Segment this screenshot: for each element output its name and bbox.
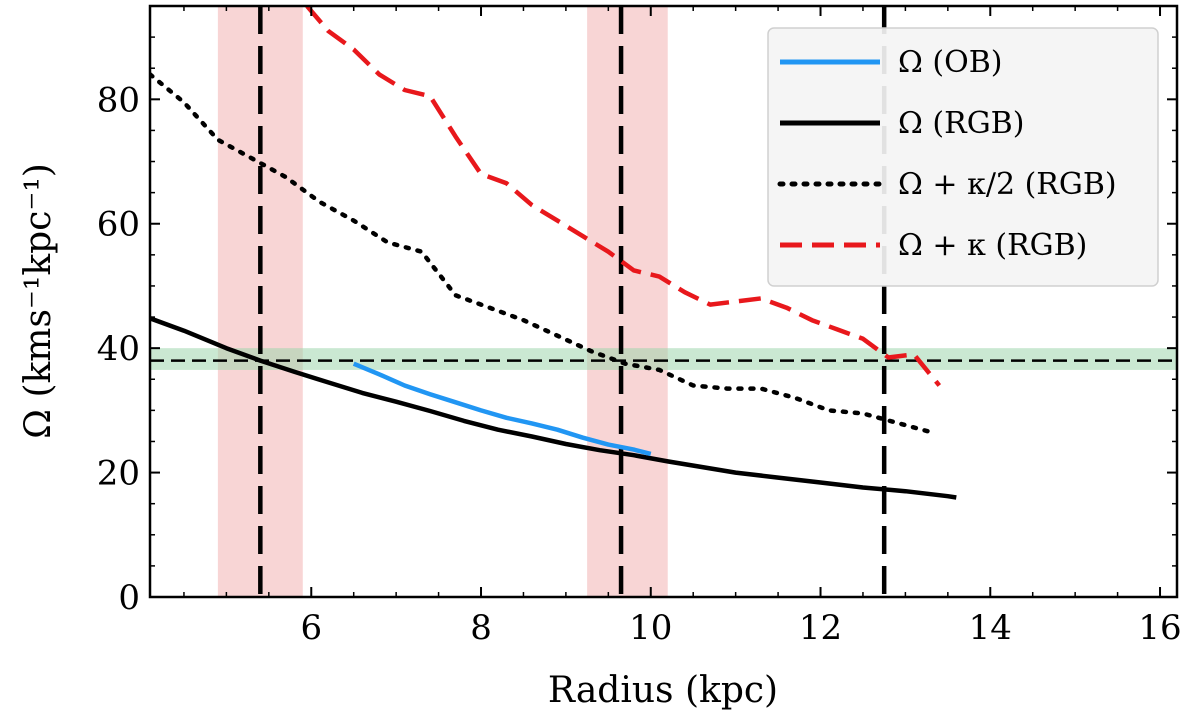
legend-box	[767, 27, 1159, 287]
plot-frame	[148, 4, 1179, 599]
vertical-band-2	[587, 6, 668, 597]
legend-label-3: Ω + κ/2 (RGB)	[898, 167, 1117, 202]
series-line-4	[305, 6, 942, 387]
y-tick-label: 40	[97, 329, 140, 369]
x-tick-label: 14	[969, 608, 1012, 648]
x-axis-label: Radius (kpc)	[548, 670, 778, 711]
legend-label-2: Ω (RGB)	[898, 106, 1024, 141]
y-axis-label: Ω (kms⁻¹kpc⁻¹)	[18, 163, 59, 439]
legend-label-4: Ω + κ (RGB)	[898, 228, 1087, 263]
y-tick-label: 20	[97, 454, 140, 494]
axis-ticks: 6 8 10 12 14 16 0 20 40 60 80	[97, 5, 1182, 648]
data-series	[150, 6, 957, 500]
reference-lines	[150, 6, 1177, 597]
x-tick-label: 8	[470, 608, 492, 648]
legend: Ω (OB) Ω (RGB) Ω + κ/2 (RGB) Ω + κ (RGB)	[767, 27, 1159, 287]
horizontal-band	[150, 348, 1177, 370]
x-tick-label: 10	[629, 608, 672, 648]
series-line-2	[150, 316, 957, 500]
legend-label-1: Ω (OB)	[898, 45, 1002, 80]
y-tick-label: 0	[118, 578, 140, 618]
series-line-3	[150, 72, 934, 435]
y-tick-label: 60	[97, 205, 140, 245]
x-tick-label: 12	[799, 608, 842, 648]
x-tick-label: 16	[1138, 608, 1181, 648]
series-line-1	[352, 361, 652, 457]
x-tick-label: 6	[300, 608, 322, 648]
y-tick-label: 80	[97, 80, 140, 120]
